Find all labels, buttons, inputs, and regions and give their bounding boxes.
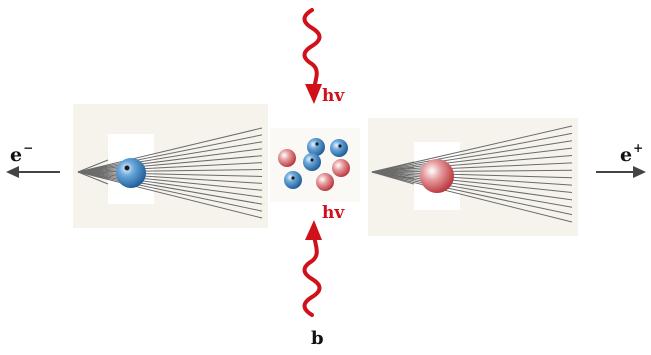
trail-line xyxy=(77,171,263,191)
electron-direction-arrow xyxy=(6,166,60,178)
electron-symbol: e xyxy=(10,144,23,166)
trail-line xyxy=(371,171,573,193)
trail-line xyxy=(371,140,573,173)
trail-line xyxy=(371,171,415,185)
electron-label: e− xyxy=(10,142,33,166)
trail-line xyxy=(77,159,109,173)
trail-line xyxy=(371,171,573,216)
trail-line xyxy=(77,155,263,173)
electron-particle xyxy=(303,153,321,171)
trail-line xyxy=(371,171,415,179)
trail-line xyxy=(77,171,263,177)
trail-line xyxy=(371,155,573,173)
trail-line xyxy=(77,171,263,184)
positron-label: e+ xyxy=(620,142,643,166)
trail-line xyxy=(371,171,415,174)
trail-line xyxy=(371,171,573,186)
trail-line xyxy=(77,162,263,173)
positron-particle xyxy=(332,159,350,177)
electron-particle xyxy=(330,139,348,157)
trail-line xyxy=(77,171,109,179)
trail-line xyxy=(371,167,415,173)
trail-line xyxy=(77,148,263,173)
electron-trail-lines xyxy=(77,127,263,219)
particle-pair-cluster xyxy=(278,138,350,191)
trail-line xyxy=(77,171,263,198)
positron-particle xyxy=(278,149,296,167)
trail-line xyxy=(77,165,109,173)
photon-bottom-arrowhead xyxy=(305,220,322,240)
trail-line xyxy=(77,171,263,212)
trail-line xyxy=(77,169,263,173)
trail-line xyxy=(77,171,109,185)
positron-sphere xyxy=(420,159,454,193)
trail-line xyxy=(371,161,415,173)
trail-line xyxy=(371,171,573,223)
electron-particle xyxy=(284,171,302,189)
photon-bottom-wave-arrow xyxy=(302,234,322,317)
positron-direction-arrow xyxy=(596,166,646,178)
trail-line xyxy=(77,171,263,205)
positron-trail-lines xyxy=(371,125,573,223)
photon-top-arrowhead xyxy=(305,84,322,104)
trail-line xyxy=(371,162,573,173)
electron-sphere xyxy=(116,158,146,188)
trail-line xyxy=(371,169,573,173)
trail-line xyxy=(77,141,263,173)
trail-line xyxy=(371,171,573,208)
photon-top-wave-arrow xyxy=(302,8,322,90)
trail-line xyxy=(371,132,573,173)
trail-line xyxy=(77,127,263,173)
trail-line xyxy=(371,171,573,201)
electron-particle xyxy=(307,138,325,156)
trail-line xyxy=(77,171,263,219)
positron-symbol: e xyxy=(620,144,633,166)
electron-charge-sign: − xyxy=(23,141,34,155)
trail-line xyxy=(77,134,263,173)
photon-top-label: hv xyxy=(322,86,345,106)
positron-particle xyxy=(316,173,334,191)
positron-charge-sign: + xyxy=(633,141,644,155)
photon-bottom-label: hv xyxy=(322,203,345,223)
panel-label: b xyxy=(311,328,324,349)
